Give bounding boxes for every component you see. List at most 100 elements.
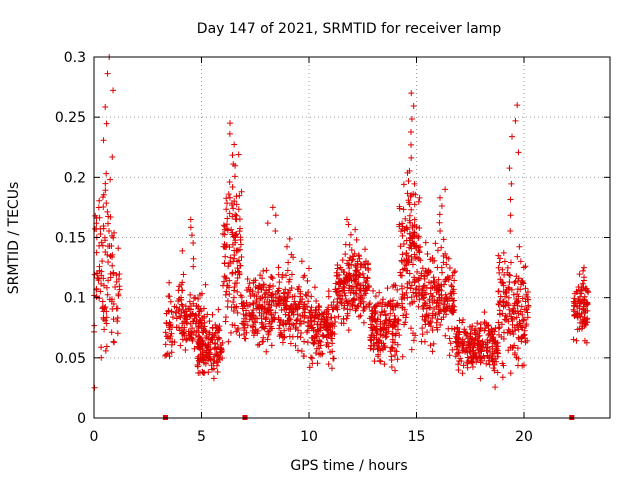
data-point xyxy=(524,288,531,295)
data-point xyxy=(103,120,110,127)
data-point xyxy=(177,342,184,349)
data-point xyxy=(104,291,111,298)
data-point xyxy=(251,292,258,299)
data-point xyxy=(421,316,428,323)
data-point xyxy=(113,278,120,285)
data-point xyxy=(349,299,356,306)
data-point xyxy=(163,333,170,340)
data-point xyxy=(454,343,461,350)
data-point xyxy=(328,302,335,309)
data-point xyxy=(467,323,474,330)
data-point xyxy=(229,229,236,236)
data-point xyxy=(576,271,583,278)
data-point xyxy=(495,325,502,332)
data-point xyxy=(578,284,585,291)
data-point xyxy=(288,251,295,258)
data-point xyxy=(344,310,351,317)
data-point xyxy=(455,361,462,368)
data-point xyxy=(404,284,411,291)
data-point xyxy=(505,294,512,301)
data-point xyxy=(232,162,239,169)
data-point xyxy=(278,331,285,338)
data-point xyxy=(282,311,289,318)
data-point xyxy=(233,328,240,335)
data-point xyxy=(230,294,237,301)
data-point xyxy=(109,262,116,269)
data-point xyxy=(376,289,383,296)
data-point xyxy=(355,280,362,287)
data-point xyxy=(179,247,186,254)
data-point xyxy=(494,369,501,376)
data-point xyxy=(288,271,295,278)
data-point xyxy=(458,358,465,365)
data-point xyxy=(396,203,403,210)
data-point xyxy=(169,338,176,345)
data-point xyxy=(407,219,414,226)
data-point xyxy=(266,320,273,327)
data-point xyxy=(443,261,450,268)
data-point xyxy=(335,313,342,320)
data-point xyxy=(422,321,429,328)
data-point xyxy=(407,128,414,135)
data-point xyxy=(511,315,518,322)
data-point xyxy=(346,306,353,313)
data-point xyxy=(478,357,485,364)
data-point xyxy=(105,243,112,250)
data-point xyxy=(104,70,111,77)
y-tick-label: 0.15 xyxy=(55,231,86,247)
data-point xyxy=(500,282,507,289)
data-point xyxy=(345,221,352,228)
data-point xyxy=(580,264,587,271)
data-point xyxy=(449,272,456,279)
data-point xyxy=(250,322,257,329)
data-point xyxy=(507,196,514,203)
data-point xyxy=(212,321,219,328)
data-point xyxy=(355,313,362,320)
data-point xyxy=(452,268,459,275)
data-point xyxy=(240,318,247,325)
data-point xyxy=(518,303,525,310)
data-point xyxy=(412,332,419,339)
data-point xyxy=(408,346,415,353)
data-point xyxy=(272,228,279,235)
data-point xyxy=(363,277,370,284)
data-point xyxy=(426,297,433,304)
data-point xyxy=(415,198,422,205)
data-point xyxy=(571,303,578,310)
data-point xyxy=(233,201,240,208)
data-point xyxy=(426,319,433,326)
data-point xyxy=(325,343,332,350)
data-point xyxy=(453,334,460,341)
data-point xyxy=(447,307,454,314)
data-point xyxy=(224,282,231,289)
data-point xyxy=(332,319,339,326)
data-point xyxy=(231,141,238,148)
data-point xyxy=(387,310,394,317)
data-point xyxy=(388,353,395,360)
data-point xyxy=(512,327,519,334)
data-point xyxy=(500,335,507,342)
axis-ticks xyxy=(93,56,610,419)
data-point xyxy=(227,254,234,261)
data-point xyxy=(222,274,229,281)
data-point xyxy=(110,300,117,307)
data-point xyxy=(484,344,491,351)
data-point xyxy=(364,275,371,282)
data-point xyxy=(325,288,332,295)
data-point xyxy=(524,293,531,300)
data-point xyxy=(203,347,210,354)
data-point xyxy=(280,296,287,303)
data-point xyxy=(268,302,275,309)
data-point xyxy=(224,297,231,304)
data-point xyxy=(391,367,398,374)
data-point xyxy=(416,194,423,201)
data-point xyxy=(509,307,516,314)
data-point xyxy=(167,298,174,305)
data-point xyxy=(342,292,349,299)
data-point xyxy=(199,368,206,375)
data-point xyxy=(511,279,518,286)
data-point xyxy=(459,370,466,377)
data-point xyxy=(404,190,411,197)
data-point xyxy=(456,329,463,336)
data-point xyxy=(166,279,173,286)
